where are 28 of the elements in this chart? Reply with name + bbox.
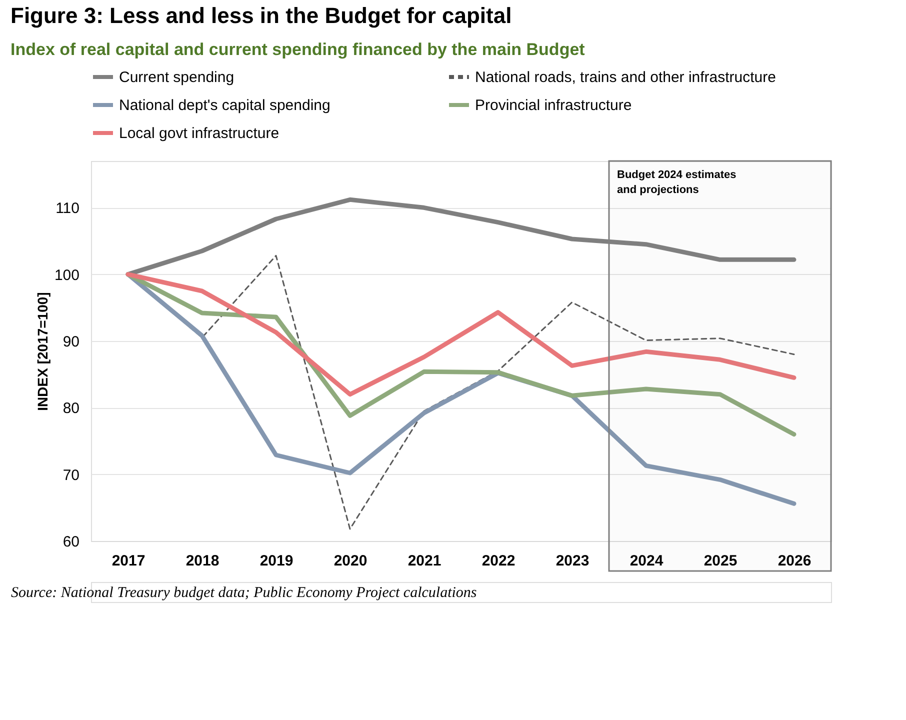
chart-title: Figure 3: Less and less in the Budget for capital	[10, 3, 512, 28]
line-series	[126, 272, 796, 397]
legend-label: Local govt infrastructure	[119, 125, 280, 142]
x-tick-label: 2017	[112, 552, 146, 570]
x-tick-label: 2021	[408, 552, 442, 570]
y-tick-label: 100	[54, 266, 80, 284]
y-axis-title: INDEX [2017=100]	[34, 292, 50, 411]
x-tick-label: 2024	[630, 552, 664, 570]
x-tick-label: 2018	[186, 552, 220, 570]
y-tick-label: 80	[62, 400, 80, 418]
source-note: Source: National Treasury budget data; Public Economy Project calculations	[11, 585, 477, 601]
x-tick-label: 2026	[778, 552, 812, 570]
y-tick-label: 90	[62, 334, 80, 350]
x-tick-label: 2019	[260, 552, 294, 570]
legend-label: Current spending	[119, 69, 234, 86]
x-tick-label: 2023	[556, 552, 590, 570]
y-tick-label: 60	[62, 534, 80, 550]
legend-label: National roads, trains and other infrastructure	[475, 69, 776, 86]
chart-subtitle: Index of real capital and current spending financed by the main Budget	[10, 40, 586, 59]
legend-label: National dept's capital spending	[119, 97, 330, 114]
legend-label: Provincial infrastructure	[475, 97, 632, 114]
y-tick-label: 70	[62, 466, 80, 484]
x-tick-label: 2025	[704, 552, 738, 570]
line-series	[126, 197, 796, 277]
x-tick-label: 2020	[334, 552, 368, 570]
y-tick-label: 110	[56, 200, 80, 218]
band-label: Budget 2024 estimates and projections	[617, 169, 736, 196]
x-tick-label: 2022	[482, 552, 516, 570]
